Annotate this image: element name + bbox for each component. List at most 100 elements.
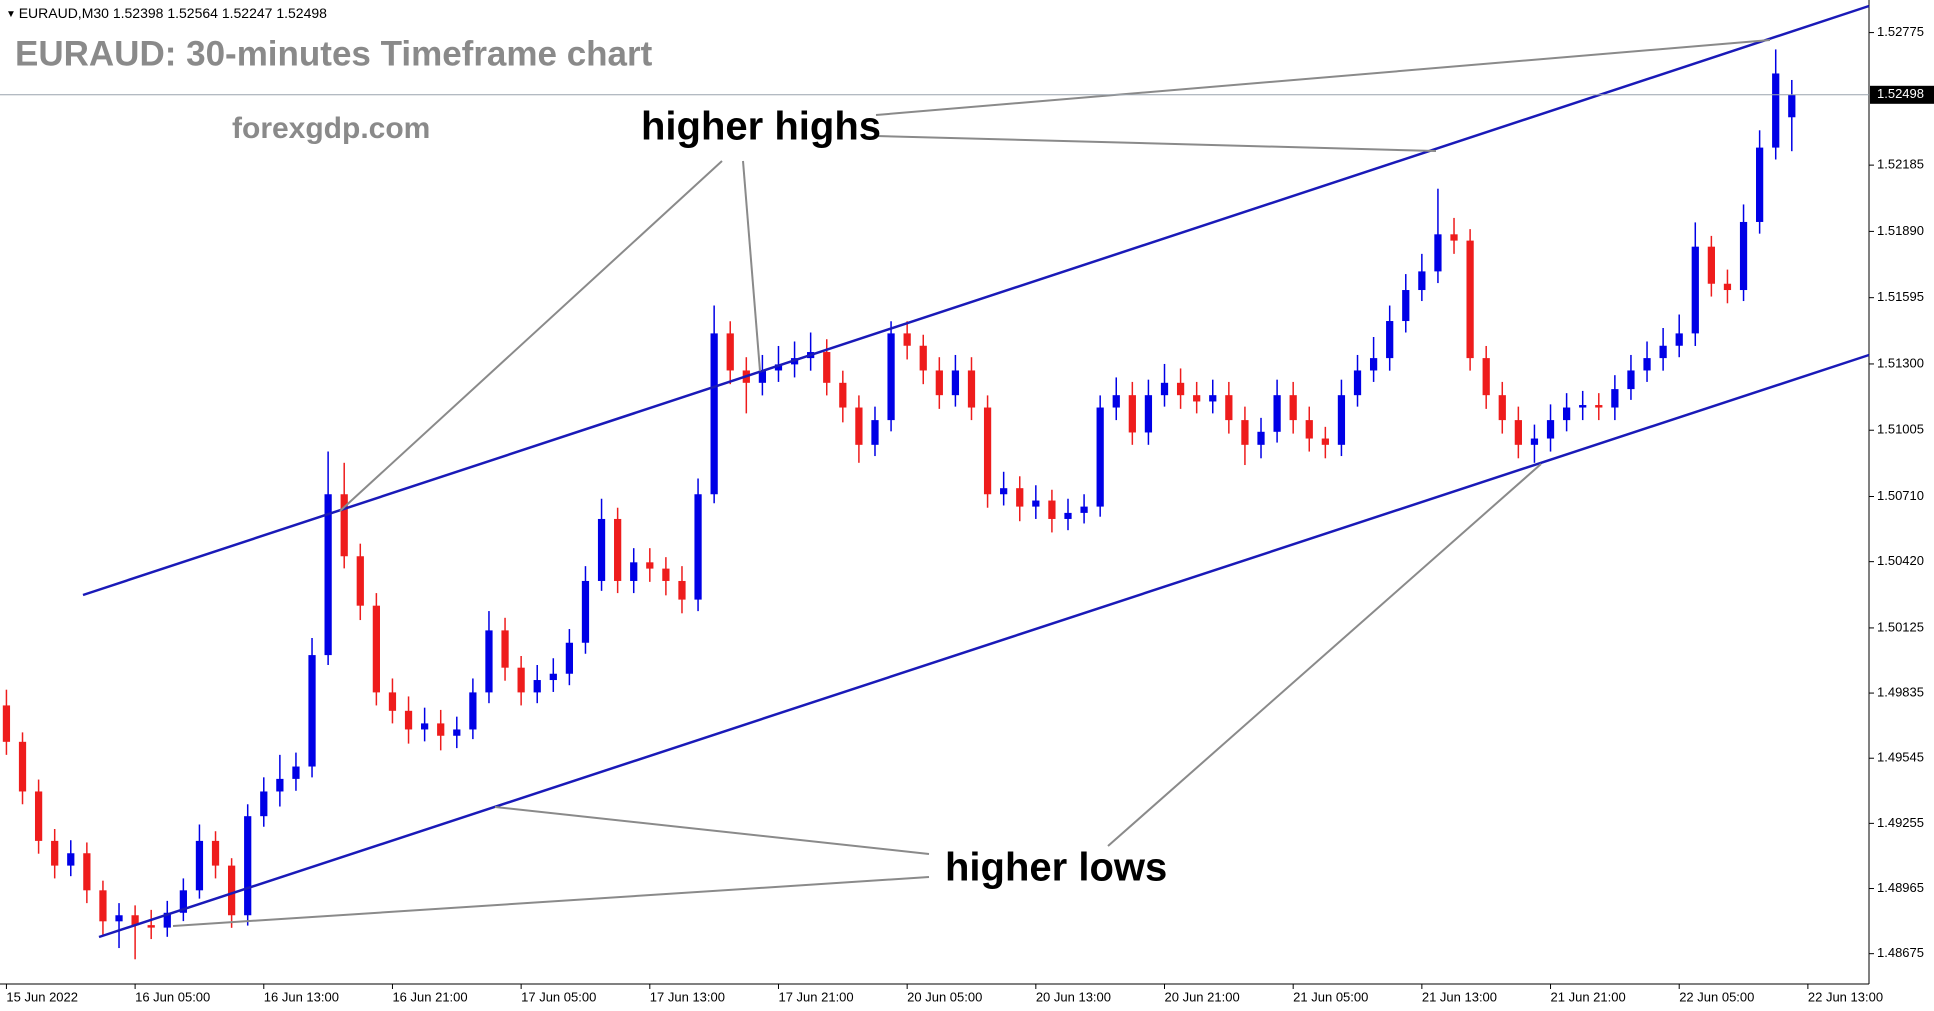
candle-body xyxy=(1257,431,1265,445)
candle-body xyxy=(1498,395,1506,421)
x-tick-label: 21 Jun 21:00 xyxy=(1551,989,1626,1004)
candle-body xyxy=(1739,221,1748,291)
x-tick-label: 17 Jun 13:00 xyxy=(650,989,725,1004)
candle-body xyxy=(646,562,654,569)
candle-body xyxy=(1402,290,1410,322)
x-tick-label: 21 Jun 13:00 xyxy=(1422,989,1497,1004)
candle-body xyxy=(871,420,879,445)
pointer-line xyxy=(875,39,1771,116)
candle-body xyxy=(839,382,847,408)
candle-body xyxy=(597,518,606,581)
candle-body xyxy=(565,642,574,674)
candle-body xyxy=(1386,321,1394,359)
candle-body xyxy=(1160,382,1169,396)
candle-body xyxy=(34,791,43,841)
candle-body xyxy=(855,407,863,445)
current-price-box xyxy=(1870,85,1934,104)
candle-body xyxy=(1772,73,1780,148)
candle-body xyxy=(51,840,59,866)
candle-body xyxy=(1273,395,1281,432)
candle-body xyxy=(1675,333,1683,346)
candle-body xyxy=(1064,512,1072,519)
candle-body xyxy=(1450,234,1458,241)
candle-body xyxy=(501,630,509,668)
y-tick-label: 1.51595 xyxy=(1877,289,1924,304)
candle-body xyxy=(99,890,107,922)
candle-body xyxy=(1707,246,1715,284)
candle-body xyxy=(356,556,364,606)
candle-body xyxy=(1321,438,1329,445)
candle-body xyxy=(1482,358,1490,396)
candle-body xyxy=(1756,147,1764,222)
candle-body xyxy=(1369,358,1378,371)
candle-body xyxy=(437,723,445,736)
candle-body xyxy=(678,580,686,600)
candle-body xyxy=(630,562,638,581)
candle-body xyxy=(983,407,992,495)
y-tick-label: 1.49255 xyxy=(1877,815,1924,830)
symbol: EURAUD,M30 xyxy=(19,5,109,21)
open-value: 1.52398 xyxy=(113,5,164,21)
x-tick-label: 17 Jun 21:00 xyxy=(778,989,853,1004)
annotation: higher highs xyxy=(641,105,881,149)
candle-body xyxy=(1000,488,1008,495)
candle-body xyxy=(967,370,976,408)
candle-body xyxy=(1514,420,1522,445)
candle-body xyxy=(163,912,171,928)
candle-body xyxy=(453,729,461,736)
candle-body xyxy=(195,840,204,891)
candle-body xyxy=(1643,358,1651,371)
candle-body xyxy=(1691,246,1699,334)
upper-channel-line xyxy=(82,4,1870,597)
x-tick-label: 22 Jun 05:00 xyxy=(1679,989,1754,1004)
candle-body xyxy=(1723,283,1732,291)
x-tick-label: 20 Jun 05:00 xyxy=(907,989,982,1004)
candle-body xyxy=(758,370,767,383)
lower-channel-line xyxy=(98,353,1870,939)
watermark: forexgdp.com xyxy=(232,112,430,145)
candle-body xyxy=(404,710,413,730)
x-tick-label: 16 Jun 21:00 xyxy=(392,989,467,1004)
candle-body xyxy=(179,890,187,913)
candle-body xyxy=(935,370,943,396)
candle-body xyxy=(581,580,590,643)
candle-body xyxy=(1562,407,1571,421)
y-tick-label: 1.51890 xyxy=(1877,223,1924,238)
pointer-line xyxy=(1107,463,1542,847)
candle-body xyxy=(308,655,316,767)
x-tick-label: 20 Jun 13:00 xyxy=(1036,989,1111,1004)
candle-body xyxy=(372,605,380,693)
pointer-line xyxy=(339,160,723,512)
y-tick-label: 1.50125 xyxy=(1877,619,1924,634)
candle-body xyxy=(919,345,927,371)
candle-body xyxy=(1611,389,1619,408)
x-tick-label: 16 Jun 05:00 xyxy=(135,989,210,1004)
candle-body xyxy=(726,333,734,371)
x-tick-label: 21 Jun 05:00 xyxy=(1293,989,1368,1004)
x-tick-label: 17 Jun 05:00 xyxy=(521,989,596,1004)
pointer-line xyxy=(494,806,930,855)
high-value: 1.52564 xyxy=(167,5,218,21)
candle-body xyxy=(1032,500,1040,507)
candles xyxy=(2,49,1796,960)
candle-body xyxy=(388,692,397,711)
candle-body xyxy=(1659,345,1667,359)
candle-body xyxy=(211,840,220,866)
candle-body xyxy=(131,915,139,926)
candle-body xyxy=(276,778,284,792)
candle-body xyxy=(260,791,268,817)
current-price-label: 1.52498 xyxy=(1877,86,1924,101)
candle-body xyxy=(614,518,622,581)
candle-body xyxy=(1418,271,1426,291)
candle-body xyxy=(1353,370,1362,396)
candle-body xyxy=(1466,240,1474,359)
candle-body xyxy=(1289,395,1297,421)
candle-body xyxy=(244,816,252,916)
chart-header: ▼ EURAUD,M30 1.52398 1.52564 1.52247 1.5… xyxy=(6,5,327,21)
candle-body xyxy=(710,333,718,495)
y-tick-label: 1.48675 xyxy=(1877,945,1924,960)
candle-body xyxy=(1627,370,1635,390)
candle-body xyxy=(1112,395,1120,408)
candle-body xyxy=(1193,395,1201,402)
candle-body xyxy=(1434,234,1442,272)
